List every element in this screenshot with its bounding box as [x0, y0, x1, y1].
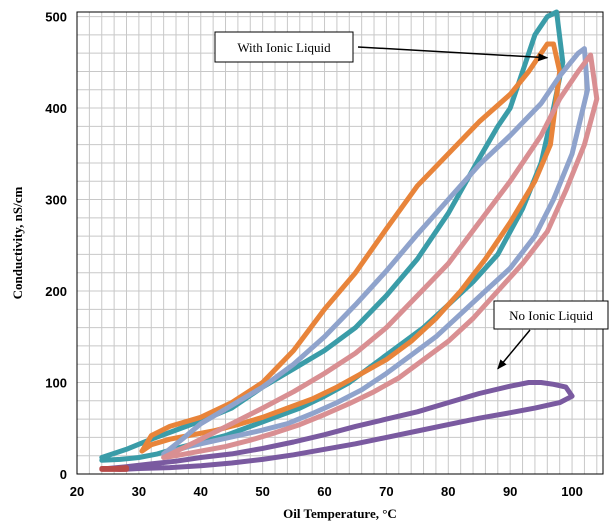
- annotation-with-ionic-liquid: With Ionic Liquid: [214, 31, 549, 63]
- annotation-with-ionic-liquid-text: With Ionic Liquid: [237, 40, 331, 55]
- series-line-5: [105, 380, 575, 472]
- series-line-4: [161, 52, 600, 460]
- y-tick-label: 300: [45, 193, 67, 208]
- series-line-3: [161, 46, 590, 457]
- y-tick-label: 0: [60, 467, 67, 482]
- annotation-no-ionic-liquid: No Ionic Liquid: [493, 300, 609, 370]
- x-tick-label: 40: [194, 484, 208, 499]
- y-tick-label: 500: [45, 10, 67, 25]
- series-line-2: [139, 41, 563, 454]
- series-group: [99, 9, 600, 472]
- x-tick-label: 20: [70, 484, 84, 499]
- annotation-no-ionic-liquid-text: No Ionic Liquid: [509, 308, 593, 323]
- annotation-arrow: [357, 46, 549, 62]
- y-tick-label: 400: [45, 101, 67, 116]
- x-tick-label: 50: [255, 484, 269, 499]
- annotation-box: [493, 300, 609, 330]
- grid: [77, 12, 603, 474]
- x-tick-label: 60: [317, 484, 331, 499]
- annotation-arrow: [497, 329, 531, 370]
- x-tick-label: 100: [561, 484, 583, 499]
- plot-frame: [76, 11, 604, 475]
- y-tick-label: 100: [45, 376, 67, 391]
- x-tick-label: 90: [503, 484, 517, 499]
- annotation-box: [214, 31, 354, 63]
- x-axis-title: Oil Temperature, °C: [283, 506, 397, 521]
- x-tick-label: 80: [441, 484, 455, 499]
- tick-labels: 20 30 40 50 60 70 80 90 100 0 100 200 300 400 500: [45, 10, 583, 499]
- y-axis-title: Conductivity, nS/cm: [10, 186, 25, 299]
- y-tick-label: 200: [45, 284, 67, 299]
- series-line-6: [99, 465, 129, 472]
- x-tick-label: 70: [379, 484, 393, 499]
- x-tick-label: 30: [132, 484, 146, 499]
